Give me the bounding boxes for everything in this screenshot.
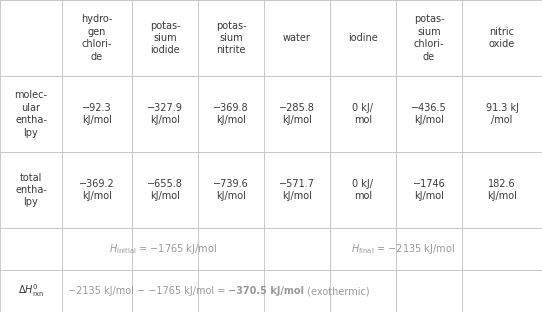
- Text: −369.2
kJ/mol: −369.2 kJ/mol: [79, 179, 115, 201]
- Bar: [132, 270, 198, 312]
- Bar: [62, 228, 132, 270]
- Bar: [0, 76, 62, 152]
- Text: −655.8
kJ/mol: −655.8 kJ/mol: [147, 179, 183, 201]
- Bar: [198, 152, 264, 228]
- Bar: [132, 76, 198, 152]
- Bar: [198, 0, 264, 76]
- Text: −2135 kJ/mol − −1765 kJ/mol =: −2135 kJ/mol − −1765 kJ/mol =: [68, 286, 229, 296]
- Bar: [330, 76, 396, 152]
- Bar: [198, 76, 264, 152]
- Bar: [0, 152, 62, 228]
- Text: iodine: iodine: [348, 33, 378, 43]
- Bar: [462, 228, 542, 270]
- Bar: [132, 152, 198, 228]
- Text: 91.3 kJ
/mol: 91.3 kJ /mol: [486, 103, 519, 125]
- Text: potas-
sium
nitrite: potas- sium nitrite: [216, 21, 246, 56]
- Bar: [264, 270, 330, 312]
- Text: molec-
ular
entha-
lpy: molec- ular entha- lpy: [15, 90, 48, 138]
- Bar: [198, 228, 264, 270]
- Text: total
entha-
lpy: total entha- lpy: [15, 173, 47, 207]
- Bar: [396, 0, 462, 76]
- Text: −436.5
kJ/mol: −436.5 kJ/mol: [411, 103, 447, 125]
- Text: potas-
sium
chlori-
de: potas- sium chlori- de: [414, 14, 444, 61]
- Bar: [462, 76, 542, 152]
- Text: −327.9
kJ/mol: −327.9 kJ/mol: [147, 103, 183, 125]
- Bar: [62, 76, 132, 152]
- Text: −739.6
kJ/mol: −739.6 kJ/mol: [213, 179, 249, 201]
- Bar: [396, 76, 462, 152]
- Text: nitric
oxide: nitric oxide: [489, 27, 515, 49]
- Text: hydro-
gen
chlori-
de: hydro- gen chlori- de: [81, 14, 113, 61]
- Bar: [132, 0, 198, 76]
- Bar: [330, 0, 396, 76]
- Bar: [462, 270, 542, 312]
- Text: 0 kJ/
mol: 0 kJ/ mol: [352, 103, 373, 125]
- Bar: [462, 0, 542, 76]
- Text: potas-
sium
iodide: potas- sium iodide: [150, 21, 180, 56]
- Bar: [264, 0, 330, 76]
- Bar: [62, 0, 132, 76]
- Text: −369.8
kJ/mol: −369.8 kJ/mol: [213, 103, 249, 125]
- Bar: [264, 152, 330, 228]
- Bar: [396, 270, 462, 312]
- Bar: [330, 228, 396, 270]
- Text: water: water: [283, 33, 311, 43]
- Text: (exothermic): (exothermic): [305, 286, 370, 296]
- Bar: [264, 76, 330, 152]
- Text: $\mathit{H}_{\mathrm{initial}}$ = −1765 kJ/mol: $\mathit{H}_{\mathrm{initial}}$ = −1765 …: [109, 242, 217, 256]
- Bar: [396, 152, 462, 228]
- Bar: [330, 270, 396, 312]
- Bar: [396, 228, 462, 270]
- Text: −571.7
kJ/mol: −571.7 kJ/mol: [279, 179, 315, 201]
- Bar: [0, 228, 62, 270]
- Bar: [62, 152, 132, 228]
- Text: −285.8
kJ/mol: −285.8 kJ/mol: [279, 103, 315, 125]
- Text: $\Delta H^{0}_{\mathrm{rxn}}$: $\Delta H^{0}_{\mathrm{rxn}}$: [18, 283, 44, 300]
- Bar: [330, 152, 396, 228]
- Bar: [0, 270, 62, 312]
- Bar: [132, 228, 198, 270]
- Bar: [198, 270, 264, 312]
- Bar: [62, 270, 132, 312]
- Bar: [462, 152, 542, 228]
- Text: $\mathit{H}_{\mathrm{final}}$ = −2135 kJ/mol: $\mathit{H}_{\mathrm{final}}$ = −2135 kJ…: [351, 242, 455, 256]
- Text: 0 kJ/
mol: 0 kJ/ mol: [352, 179, 373, 201]
- Bar: [264, 228, 330, 270]
- Text: −1746
kJ/mol: −1746 kJ/mol: [412, 179, 446, 201]
- Text: 182.6
kJ/mol: 182.6 kJ/mol: [487, 179, 517, 201]
- Bar: [0, 0, 62, 76]
- Text: −92.3
kJ/mol: −92.3 kJ/mol: [82, 103, 112, 125]
- Text: −370.5 kJ/mol: −370.5 kJ/mol: [229, 286, 305, 296]
